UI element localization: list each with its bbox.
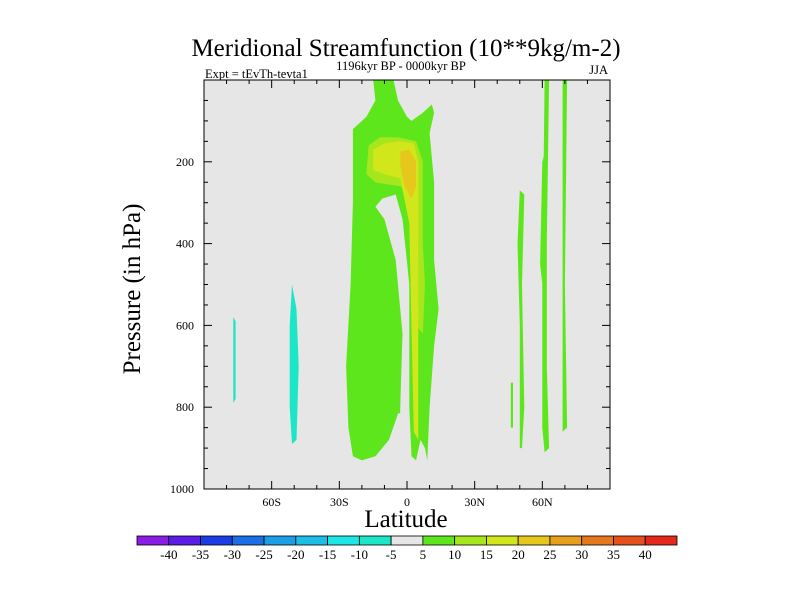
y-tick-label: 1000 — [170, 482, 194, 496]
x-axis-title: Latitude — [364, 506, 447, 533]
colorbar-swatch — [390, 535, 424, 546]
colorbar-label: -10 — [351, 547, 368, 562]
colorbar-swatch — [136, 535, 170, 546]
chart-title: Meridional Streamfunction (10**9kg/m-2) — [191, 35, 620, 62]
colorbar-swatch — [263, 535, 297, 546]
colorbar-label: -20 — [287, 547, 304, 562]
plot-area — [203, 79, 611, 490]
y-tick-label: 400 — [176, 237, 194, 251]
colorbar-swatch — [581, 535, 614, 546]
colorbar-label: 25 — [543, 547, 556, 562]
contour-nh-midlat-strip4 — [562, 80, 568, 432]
colorbar-swatch — [168, 535, 201, 546]
colorbar-label: 35 — [607, 547, 620, 562]
y-tick-label: 200 — [176, 155, 194, 169]
contour-small-tropical — [398, 386, 401, 414]
y-tick-label: 800 — [176, 400, 194, 414]
contour-tropical-peak — [400, 149, 416, 199]
colorbar-swatch — [517, 535, 551, 546]
x-tick-label: 0 — [404, 495, 410, 509]
x-tick-label: 60N — [532, 495, 553, 509]
x-tick-label: 30S — [330, 495, 349, 509]
colorbar-label: 40 — [639, 547, 652, 562]
contour-nh-midlat-strip5 — [540, 153, 545, 285]
colorbar-swatch — [200, 535, 233, 546]
colorbar-label: 10 — [448, 547, 461, 562]
colorbar-swatch — [231, 535, 265, 546]
season-label: JJA — [589, 63, 608, 77]
colorbar-swatch — [454, 535, 487, 546]
axis-tick-labels: 60S 30S 0 30N 60N 200 400 600 800 1000 — [170, 155, 553, 509]
x-tick-label: 60S — [262, 495, 281, 509]
colorbar-swatch — [644, 535, 678, 546]
colorbar-swatch — [486, 535, 519, 546]
y-tick-label: 600 — [176, 318, 194, 332]
period-label: 1196kyr BP - 0000kyr BP — [336, 59, 466, 73]
colorbar-label: -5 — [386, 547, 397, 562]
colorbar-label: -15 — [319, 547, 336, 562]
y-axis-title: Pressure (in hPa) — [119, 204, 146, 375]
colorbar: -40 -35 -30 -25 -20 -15 -10 -5 5 10 15 20 25 30 35 40 — [136, 535, 678, 562]
colorbar-swatch — [422, 535, 456, 546]
colorbar-label: 15 — [480, 547, 493, 562]
colorbar-label: -25 — [255, 547, 272, 562]
contour-sh-highlat-negative — [233, 317, 236, 404]
contour-tropical-green — [346, 80, 439, 461]
colorbar-label: 30 — [575, 547, 588, 562]
contour-sh-midlat-negative — [289, 284, 299, 444]
axis-ticks — [203, 79, 611, 490]
experiment-label: Expt = tEvTh-tevta1 — [205, 67, 308, 81]
colorbar-swatch — [295, 535, 328, 546]
contour-nh-midlat-strip1 — [510, 382, 513, 428]
colorbar-label: -35 — [192, 547, 209, 562]
contour-nh-midlat-strip2 — [517, 190, 525, 449]
colorbar-label: -40 — [160, 547, 177, 562]
colorbar-label: 20 — [512, 547, 525, 562]
colorbar-swatch — [549, 535, 583, 546]
colorbar-label: 5 — [420, 547, 427, 562]
colorbar-label: -30 — [224, 547, 241, 562]
colorbar-swatch — [358, 535, 392, 546]
colorbar-swatch — [327, 535, 360, 546]
colorbar-swatch — [613, 535, 646, 546]
x-tick-label: 30N — [464, 495, 485, 509]
